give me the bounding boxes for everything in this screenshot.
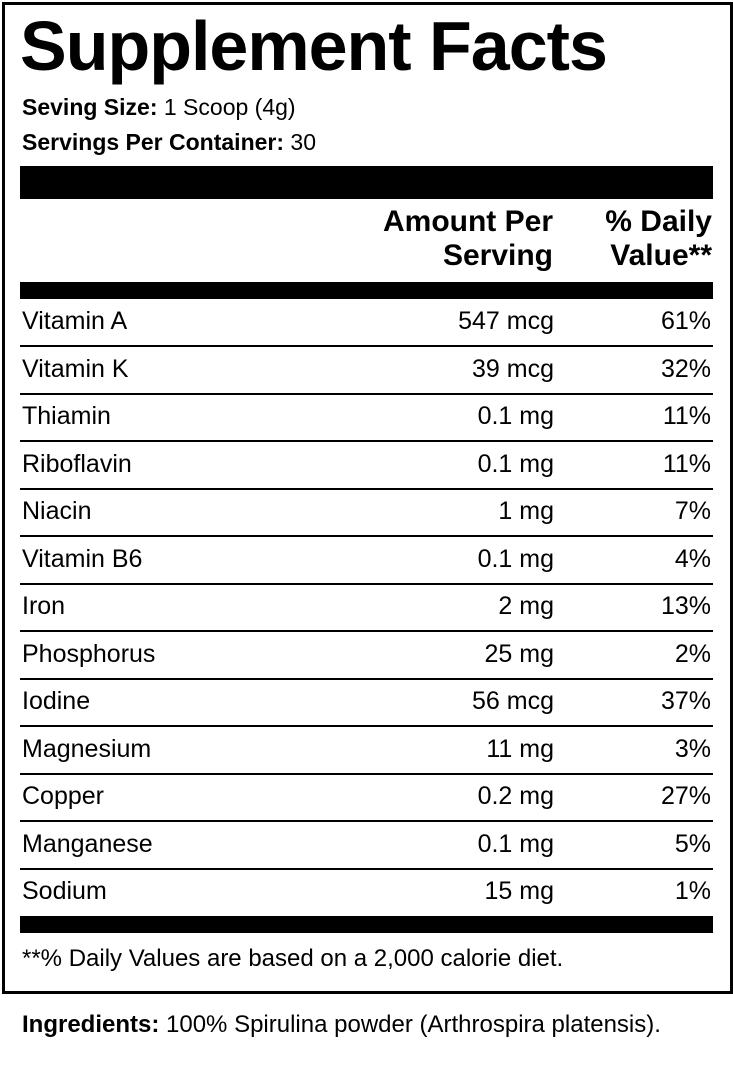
servings-per-container: Servings Per Container: 30 bbox=[22, 128, 316, 156]
servings-per-container-label: Servings Per Container: bbox=[22, 129, 285, 155]
nutrient-amount: 56 mcg bbox=[472, 687, 554, 715]
nutrient-daily-value: 7% bbox=[674, 497, 711, 525]
table-row: Sodium 15 mg 1% bbox=[20, 869, 713, 917]
column-header-dv-line2: Value** bbox=[610, 239, 712, 272]
column-header-amount: Amount Per Serving bbox=[383, 205, 553, 273]
nutrient-name: Thiamin bbox=[22, 402, 111, 430]
nutrient-amount: 0.2 mg bbox=[477, 782, 554, 810]
nutrient-daily-value: 11% bbox=[662, 402, 711, 430]
nutrient-daily-value: 3% bbox=[674, 734, 711, 763]
thick-divider-top bbox=[20, 166, 713, 199]
supplement-facts-panel bbox=[2, 2, 733, 994]
daily-value-footnote: **% Daily Values are based on a 2,000 ca… bbox=[22, 945, 564, 972]
table-row: Riboflavin 0.1 mg 11% bbox=[20, 442, 713, 490]
column-header-amount-line2: Serving bbox=[442, 239, 553, 272]
servings-per-container-value: 30 bbox=[284, 129, 317, 155]
nutrient-name: Copper bbox=[22, 782, 104, 810]
nutrient-daily-value: 27% bbox=[660, 782, 711, 810]
nutrient-name: Vitamin K bbox=[22, 354, 129, 383]
table-row: Iodine 56 mcg 37% bbox=[20, 679, 713, 727]
table-row: Thiamin 0.1 mg 11% bbox=[20, 394, 713, 442]
nutrient-name: Manganese bbox=[22, 829, 153, 858]
label-title: Supplement Facts bbox=[20, 7, 608, 85]
nutrient-name: Iodine bbox=[22, 687, 91, 715]
nutrient-amount: 39 mcg bbox=[472, 354, 554, 383]
nutrient-name: Magnesium bbox=[22, 734, 152, 763]
serving-size: Seving Size: 1 Scoop (4g) bbox=[22, 93, 296, 121]
ingredients: Ingredients: 100% Spirulina powder (Arth… bbox=[22, 1008, 712, 1042]
thick-divider-header bbox=[20, 282, 713, 299]
column-header-amount-line1: Amount Per bbox=[382, 205, 553, 238]
nutrient-name: Vitamin A bbox=[22, 307, 128, 335]
table-row: Vitamin K 39 mcg 32% bbox=[20, 347, 713, 395]
nutrient-amount: 25 mg bbox=[484, 639, 554, 668]
table-row: Vitamin B6 0.1 mg 4% bbox=[20, 537, 713, 585]
ingredients-label: Ingredients: bbox=[22, 1011, 160, 1038]
nutrient-daily-value: 4% bbox=[674, 544, 711, 573]
nutrient-daily-value: 11% bbox=[662, 449, 711, 478]
nutrient-amount: 15 mg bbox=[484, 877, 554, 905]
nutrient-name: Sodium bbox=[22, 877, 107, 905]
nutrient-name: Niacin bbox=[22, 497, 92, 525]
nutrient-daily-value: 2% bbox=[674, 639, 711, 668]
ingredients-text: 100% Spirulina powder (Arthrospira plate… bbox=[159, 1011, 661, 1038]
nutrient-daily-value: 32% bbox=[660, 354, 711, 383]
nutrient-daily-value: 1% bbox=[674, 877, 711, 905]
nutrient-amount: 0.1 mg bbox=[477, 449, 554, 478]
nutrient-name: Iron bbox=[22, 592, 66, 620]
nutrient-amount: 1 mg bbox=[498, 497, 554, 525]
nutrient-daily-value: 61% bbox=[660, 307, 711, 335]
nutrient-amount: 0.1 mg bbox=[477, 829, 554, 858]
table-row: Phosphorus 25 mg 2% bbox=[20, 632, 713, 680]
table-row: Manganese 0.1 mg 5% bbox=[20, 822, 713, 870]
thick-divider-bottom bbox=[20, 916, 713, 933]
nutrient-daily-value: 13% bbox=[660, 592, 711, 620]
nutrient-amount: 0.1 mg bbox=[477, 544, 554, 573]
nutrient-name: Vitamin B6 bbox=[22, 544, 143, 573]
column-header-dv-line1: % Daily bbox=[605, 205, 712, 238]
nutrient-daily-value: 37% bbox=[660, 687, 711, 715]
nutrient-name: Riboflavin bbox=[22, 449, 132, 478]
serving-size-value: 1 Scoop (4g) bbox=[157, 94, 296, 120]
nutrient-amount: 2 mg bbox=[498, 592, 554, 620]
table-row: Vitamin A 547 mcg 61% bbox=[20, 299, 713, 347]
serving-size-label: Seving Size: bbox=[22, 94, 158, 120]
column-header-daily-value: % Daily Value** bbox=[605, 205, 712, 273]
nutrient-name: Phosphorus bbox=[22, 639, 156, 668]
nutrient-amount: 547 mcg bbox=[458, 307, 554, 335]
nutrient-amount: 0.1 mg bbox=[477, 402, 554, 430]
nutrient-daily-value: 5% bbox=[674, 829, 711, 858]
table-row: Magnesium 11 mg 3% bbox=[20, 727, 713, 775]
table-row: Niacin 1 mg 7% bbox=[20, 489, 713, 537]
table-row: Iron 2 mg 13% bbox=[20, 584, 713, 632]
nutrient-amount: 11 mg bbox=[486, 734, 554, 763]
table-row: Copper 0.2 mg 27% bbox=[20, 774, 713, 822]
